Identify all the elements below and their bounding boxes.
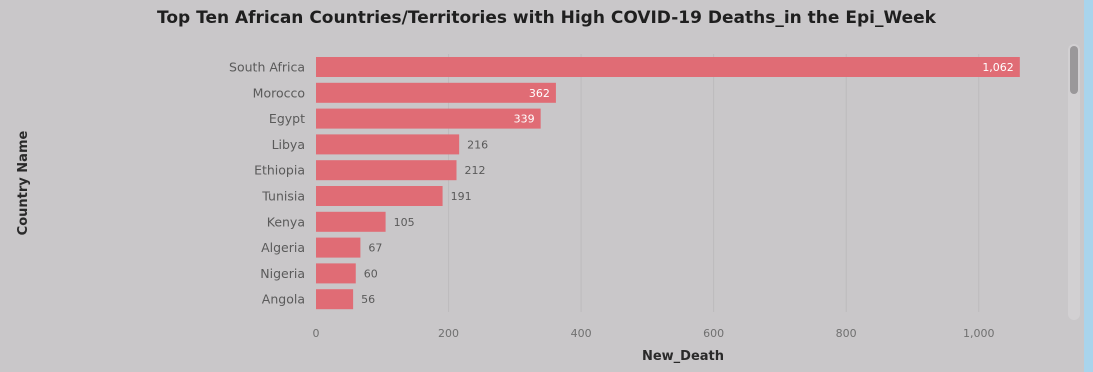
category-label: Nigeria [260,266,305,281]
data-label: 212 [464,164,485,177]
data-label: 362 [529,87,550,100]
x-tick-label: 200 [438,327,459,340]
bar [316,211,386,232]
bar [316,57,1020,77]
category-label: Egypt [269,111,305,126]
x-tick-label: 1,000 [963,327,995,340]
bar [316,134,460,155]
category-label: Morocco [253,85,305,100]
data-label: 56 [361,293,375,306]
data-label: 339 [514,113,535,126]
data-label: 105 [394,216,415,229]
y-axis-title: Country Name [16,131,31,236]
bar [316,186,443,206]
bar [316,108,541,129]
data-label: 1,062 [982,61,1014,74]
bar [316,82,556,103]
x-tick-label: 600 [703,327,724,340]
bar [316,237,361,258]
data-label: 67 [368,242,382,255]
scrollbar-track[interactable] [1068,44,1080,320]
data-label: 191 [451,190,472,203]
bar [316,289,354,310]
bar [316,160,457,181]
x-tick-label: 0 [313,327,320,340]
category-label: Kenya [267,214,305,229]
category-label: Angola [262,292,305,307]
category-label: Libya [272,137,305,152]
category-label: South Africa [229,60,305,75]
bar [316,263,356,284]
data-label: 216 [467,138,488,151]
x-axis-title: New_Death [642,349,724,364]
category-label: Tunisia [261,189,305,204]
scrollbar-thumb[interactable] [1070,46,1078,94]
category-label: Algeria [261,240,305,255]
chart-title: Top Ten African Countries/Territories wi… [157,8,936,28]
x-tick-label: 400 [571,327,592,340]
data-label: 60 [364,267,378,280]
x-tick-label: 800 [836,327,857,340]
category-label: Ethiopia [254,163,305,178]
